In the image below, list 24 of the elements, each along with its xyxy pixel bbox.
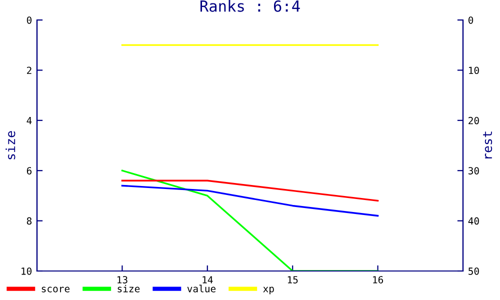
line-series — [121, 184, 379, 217]
y-tick-label: 10 — [22, 268, 32, 275]
y-tick-label: 8 — [26, 217, 32, 225]
y-tick-label: 4 — [26, 117, 32, 124]
x-tick-label: 13 — [118, 276, 128, 284]
x-tick-label: 16 — [373, 276, 384, 284]
legend-label: xp — [263, 286, 274, 294]
y2-tick-label: 30 — [468, 167, 479, 174]
y2-tick-label: 50 — [468, 268, 479, 275]
y-tick-label: 2 — [27, 66, 32, 74]
legend-label: value — [187, 284, 216, 292]
y2-tick-label: 10 — [469, 66, 479, 74]
x-tick-label: 15 — [288, 276, 298, 284]
y-tick-label: 0 — [26, 16, 32, 24]
y2-tick-label: 0 — [468, 16, 474, 24]
legend-label: score — [42, 286, 70, 292]
legend-label: size — [118, 284, 140, 292]
x-tick-label: 14 — [202, 276, 213, 284]
y2-tick-label: 20 — [468, 116, 479, 124]
y-axis-title: size — [6, 131, 16, 160]
y2-tick-label: 40 — [468, 217, 479, 225]
y2-axis-title: rest — [483, 132, 492, 158]
y-tick-label: 6 — [26, 167, 32, 174]
chart-title: Ranks : 6:4 — [200, 0, 300, 12]
